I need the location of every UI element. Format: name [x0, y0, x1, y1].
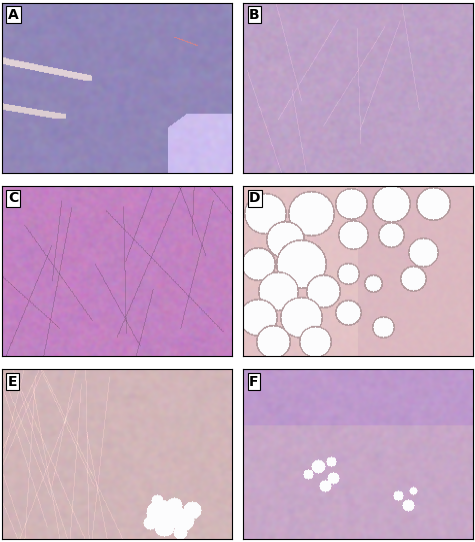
Text: E: E [8, 375, 18, 389]
Text: F: F [249, 375, 259, 389]
Text: C: C [8, 191, 19, 205]
Text: A: A [8, 8, 19, 22]
Text: D: D [249, 191, 261, 205]
Text: B: B [249, 8, 260, 22]
